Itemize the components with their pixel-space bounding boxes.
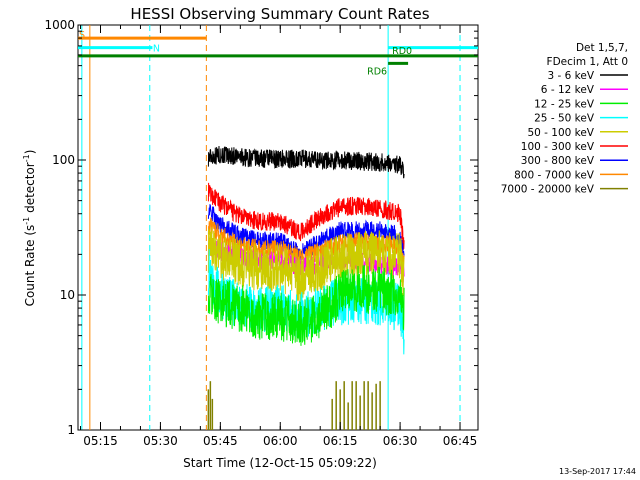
series-line [207,145,405,179]
x-axis-label: Start Time (12-Oct-15 05:09:22) [183,456,377,470]
status-bar-label: S [79,30,85,41]
legend-entry-label: 6 - 12 keV [541,84,595,96]
status-bar-label: RD0 [392,46,412,57]
y-tick-label: 1000 [44,18,75,32]
series-line [207,249,405,355]
footer-date: 13-Sep-2017 17:44 [559,467,636,476]
legend-entry-label: 300 - 800 keV [521,155,595,167]
y-axis-label: Count Rate (s-1 detector-1) [22,150,37,307]
status-bar-label: N [153,44,160,55]
x-tick-label: 05:45 [203,434,238,448]
y-tick-label: 100 [52,153,75,167]
legend: Det 1,5,7, FDecim 1, Att 0 3 - 6 keV 6 - … [501,42,628,196]
series-line [207,226,405,304]
series-line [207,182,405,251]
y-axis-label-sup2: -1 [22,154,31,162]
x-tick-label: 06:15 [323,434,358,448]
x-tick-label: 05:15 [83,434,118,448]
x-tick-label: 05:30 [143,434,178,448]
series-line [207,265,405,346]
legend-header-detectors: Det 1,5,7, [576,42,628,54]
x-tick-label: 06:00 [263,434,298,448]
x-tick-label: 06:30 [383,434,418,448]
y-axis-label-mid: detector [23,162,37,217]
legend-entry-label: 800 - 7000 keV [514,169,595,181]
y-axis-label-sup1: -1 [22,217,31,225]
y-tick-label: 1 [67,423,75,437]
x-tick-label: 06:45 [443,434,478,448]
y-tick-label: 10 [60,288,75,302]
legend-entry-label: 12 - 25 keV [534,98,595,110]
legend-entry-label: 3 - 6 keV [547,70,594,82]
legend-header-decimation: FDecim 1, Att 0 [547,56,628,68]
legend-entry-label: 100 - 300 keV [521,141,595,153]
y-axis-label-main: Count Rate (s [23,225,37,307]
legend-entry-label: 50 - 100 keV [527,127,594,139]
legend-entry-label: 25 - 50 keV [534,113,595,125]
status-bar-label: RD6 [367,66,387,77]
y-axis-label-end: ) [23,150,37,155]
plot-frame-border [77,24,479,431]
chart-title: HESSI Observing Summary Count Rates [130,5,429,23]
legend-entry-label: 7000 - 20000 keV [501,184,595,196]
